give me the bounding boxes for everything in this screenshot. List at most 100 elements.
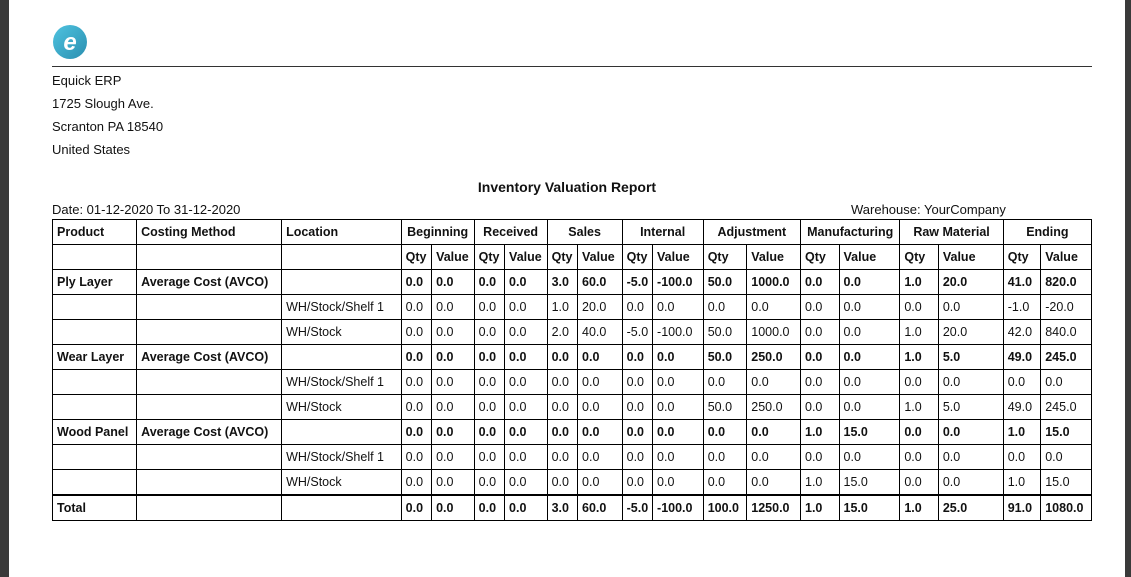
col-costing-method: Costing Method bbox=[136, 219, 283, 245]
subheader-value: Value bbox=[746, 244, 801, 270]
col-adjustment: Adjustment bbox=[702, 219, 802, 245]
location-cell bbox=[281, 344, 402, 370]
address-line-1: 1725 Slough Ave. bbox=[52, 96, 154, 111]
qty-cell: 0.0 bbox=[473, 419, 506, 445]
value-cell: 0.0 bbox=[577, 344, 623, 370]
qty-cell: 0.0 bbox=[546, 444, 579, 470]
total-value-cell: 1250.0 bbox=[746, 494, 801, 521]
value-cell: 0.0 bbox=[652, 369, 704, 395]
qty-cell: 2.0 bbox=[546, 319, 579, 345]
costing-method-cell: Average Cost (AVCO) bbox=[136, 419, 283, 445]
qty-cell: 50.0 bbox=[702, 344, 748, 370]
qty-cell: 50.0 bbox=[702, 269, 748, 295]
value-cell: 0.0 bbox=[431, 294, 475, 320]
costing-method-cell bbox=[136, 319, 283, 345]
location-row: WH/Stock 0.0 0.0 0.0 0.0 2.0 40.0 -5.0 -100.0 50.… bbox=[51, 319, 1092, 345]
location-row: WH/Stock 0.0 0.0 0.0 0.0 0.0 0.0 0.0 0.0 0.0 0.0 1.… bbox=[51, 469, 1092, 496]
product-cell: Ply Layer bbox=[51, 269, 138, 295]
costing-method-cell: Average Cost (AVCO) bbox=[136, 344, 283, 370]
value-cell: 0.0 bbox=[431, 394, 475, 420]
value-cell: 245.0 bbox=[1040, 394, 1092, 420]
product-row: Ply Layer Average Cost (AVCO) 0.0 0.0 0.0 0.0… bbox=[51, 269, 1092, 295]
product-cell bbox=[51, 369, 138, 395]
value-cell: 60.0 bbox=[577, 269, 623, 295]
value-cell: 245.0 bbox=[1040, 344, 1092, 370]
total-row: Total 0.0 0.0 0.0 0.0 3.0 60.0 -5.0 -100.0 100.0 1… bbox=[51, 494, 1092, 521]
qty-cell: 0.0 bbox=[899, 469, 939, 496]
qty-cell: 0.0 bbox=[1002, 444, 1042, 470]
qty-cell: 1.0 bbox=[899, 344, 939, 370]
value-cell: 0.0 bbox=[577, 444, 623, 470]
costing-method-cell bbox=[136, 469, 283, 496]
product-cell: Wood Panel bbox=[51, 419, 138, 445]
subheader-blank bbox=[281, 244, 402, 270]
value-cell: 0.0 bbox=[504, 469, 548, 496]
company-logo: e bbox=[53, 25, 87, 59]
qty-cell: 0.0 bbox=[473, 344, 506, 370]
value-cell: 5.0 bbox=[937, 344, 1004, 370]
value-cell: 0.0 bbox=[937, 369, 1004, 395]
value-cell: 0.0 bbox=[937, 469, 1004, 496]
location-cell bbox=[281, 419, 402, 445]
value-cell: 250.0 bbox=[746, 344, 801, 370]
qty-cell: 50.0 bbox=[702, 394, 748, 420]
value-cell: 0.0 bbox=[1040, 369, 1092, 395]
qty-cell: 0.0 bbox=[621, 294, 654, 320]
product-cell bbox=[51, 444, 138, 470]
col-internal: Internal bbox=[621, 219, 704, 245]
value-cell: 15.0 bbox=[1040, 469, 1092, 496]
header-row: Product Costing Method Location Beginnin… bbox=[51, 219, 1093, 245]
qty-cell: 0.0 bbox=[473, 444, 506, 470]
qty-cell: 0.0 bbox=[702, 294, 748, 320]
total-qty-cell: 1.0 bbox=[800, 494, 840, 521]
total-blank bbox=[136, 494, 283, 521]
qty-cell: 0.0 bbox=[899, 369, 939, 395]
subheader-value: Value bbox=[937, 244, 1004, 270]
qty-cell: 41.0 bbox=[1002, 269, 1042, 295]
qty-cell: 0.0 bbox=[546, 419, 579, 445]
location-row: WH/Stock/Shelf 1 0.0 0.0 0.0 0.0 1.0 20.0 0.0 0.… bbox=[51, 294, 1092, 320]
value-cell: 20.0 bbox=[937, 319, 1004, 345]
value-cell: 0.0 bbox=[838, 269, 901, 295]
qty-cell: 50.0 bbox=[702, 319, 748, 345]
value-cell: 15.0 bbox=[838, 469, 901, 496]
value-cell: 0.0 bbox=[431, 469, 475, 496]
qty-cell: 0.0 bbox=[621, 344, 654, 370]
qty-cell: 0.0 bbox=[800, 319, 840, 345]
subheader-blank bbox=[51, 244, 138, 270]
value-cell: 0.0 bbox=[504, 419, 548, 445]
subheader-qty: Qty bbox=[899, 244, 939, 270]
qty-cell: 0.0 bbox=[702, 419, 748, 445]
total-blank bbox=[281, 494, 402, 521]
qty-cell: 0.0 bbox=[546, 344, 579, 370]
subheader-qty: Qty bbox=[400, 244, 433, 270]
product-cell: Wear Layer bbox=[51, 344, 138, 370]
value-cell: 0.0 bbox=[652, 394, 704, 420]
value-cell: 0.0 bbox=[504, 444, 548, 470]
value-cell: 840.0 bbox=[1040, 319, 1092, 345]
total-value-cell: 0.0 bbox=[431, 494, 475, 521]
qty-cell: 0.0 bbox=[400, 444, 433, 470]
subheader-value: Value bbox=[1040, 244, 1092, 270]
col-sales: Sales bbox=[546, 219, 623, 245]
value-cell: 0.0 bbox=[431, 369, 475, 395]
value-cell: -100.0 bbox=[652, 319, 704, 345]
qty-cell: 0.0 bbox=[1002, 369, 1042, 395]
qty-cell: 49.0 bbox=[1002, 394, 1042, 420]
value-cell: 15.0 bbox=[1040, 419, 1092, 445]
product-cell bbox=[51, 394, 138, 420]
report-title: Inventory Valuation Report bbox=[477, 179, 657, 195]
qty-cell: 0.0 bbox=[621, 469, 654, 496]
logo-letter: e bbox=[63, 29, 76, 56]
costing-method-cell bbox=[136, 369, 283, 395]
value-cell: 0.0 bbox=[504, 394, 548, 420]
product-cell bbox=[51, 294, 138, 320]
qty-cell: 0.0 bbox=[800, 269, 840, 295]
value-cell: 0.0 bbox=[937, 419, 1004, 445]
qty-cell: 0.0 bbox=[473, 394, 506, 420]
qty-cell: 0.0 bbox=[702, 469, 748, 496]
qty-cell: 0.0 bbox=[400, 294, 433, 320]
value-cell: 0.0 bbox=[577, 394, 623, 420]
value-cell: 0.0 bbox=[937, 444, 1004, 470]
subheader-qty: Qty bbox=[800, 244, 840, 270]
